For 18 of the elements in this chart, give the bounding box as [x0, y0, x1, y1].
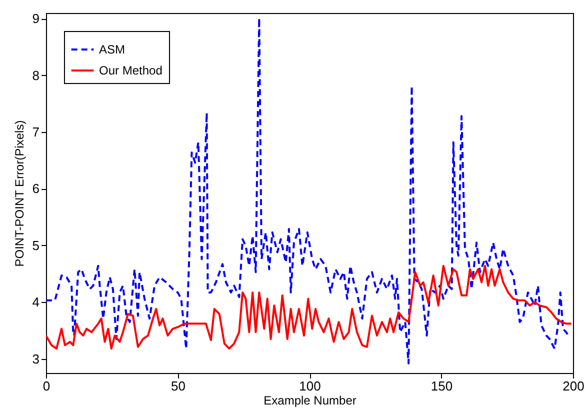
y-tick-label: 5	[32, 238, 40, 253]
line-series	[46, 17, 571, 364]
y-tick-label: 6	[32, 181, 40, 196]
y-tick-label: 7	[32, 124, 40, 140]
y-tick-label: 8	[32, 68, 40, 83]
x-tick-label: 200	[562, 378, 584, 394]
y-axis-title: POINT-POINT Error(Pixels)	[12, 120, 26, 267]
x-axis-title: Example Number	[264, 394, 356, 408]
x-tick-label: 50	[171, 378, 186, 394]
y-tick-label: 9	[32, 11, 40, 26]
legend-label: Our Method	[99, 64, 162, 78]
x-tick-label: 0	[42, 378, 50, 394]
y-tick-label: 4	[32, 294, 40, 310]
legend-label: ASM	[99, 42, 126, 56]
y-tick-label: 3	[32, 351, 40, 366]
line-series	[46, 264, 572, 350]
x-tick-label: 100	[299, 378, 321, 394]
x-tick-label: 150	[430, 378, 453, 394]
